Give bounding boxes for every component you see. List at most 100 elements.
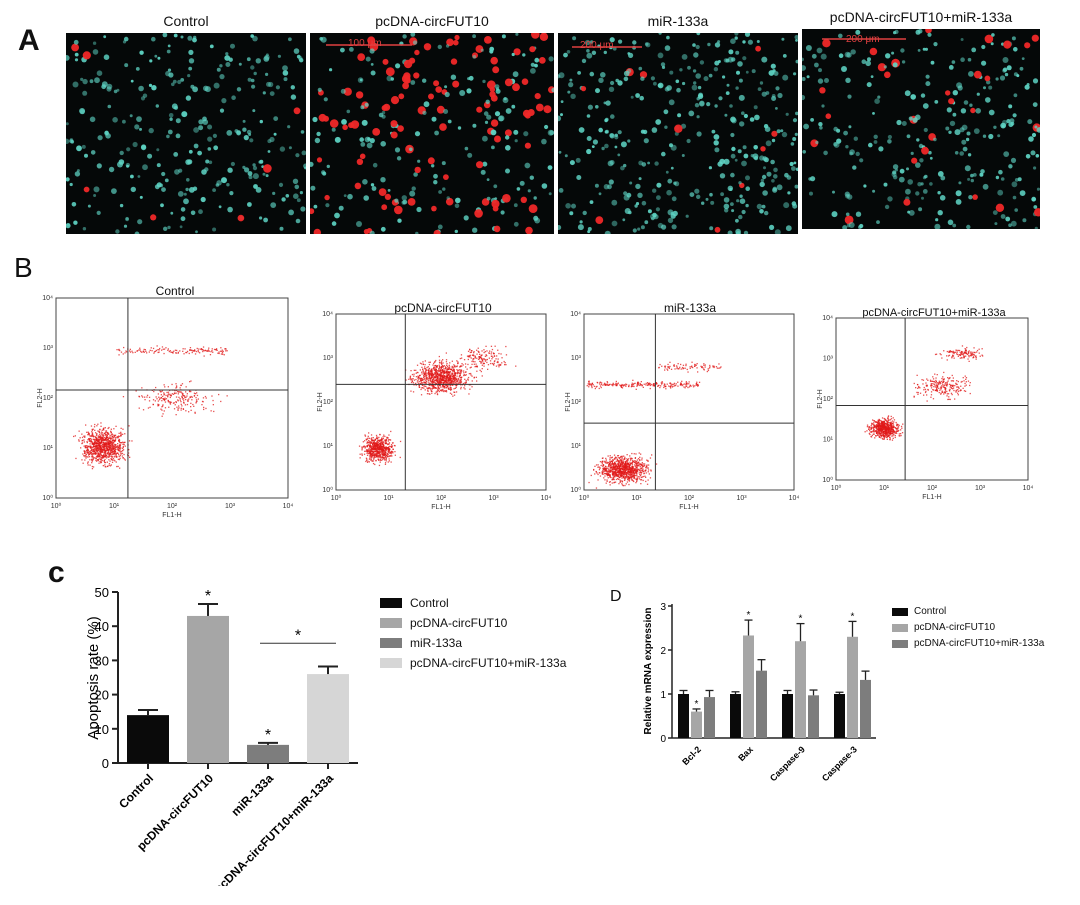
nucleus xyxy=(234,129,239,133)
apoptotic-nucleus xyxy=(525,226,533,234)
bar-caspase-3-series-0 xyxy=(834,694,845,738)
nucleus xyxy=(190,210,196,216)
nucleus xyxy=(464,146,469,151)
nucleus xyxy=(980,169,985,174)
nucleus xyxy=(551,87,554,93)
nucleus xyxy=(924,47,928,51)
nucleus xyxy=(299,58,304,63)
nucleus xyxy=(756,203,763,210)
nucleus xyxy=(397,218,402,223)
apoptotic-nucleus xyxy=(476,161,484,169)
nucleus xyxy=(163,226,168,231)
nucleus xyxy=(995,77,999,81)
nucleus xyxy=(630,95,634,99)
nucleus xyxy=(693,81,697,85)
nucleus xyxy=(192,86,198,93)
apoptotic-nucleus xyxy=(414,166,421,174)
nucleus xyxy=(387,189,391,192)
nucleus xyxy=(765,140,772,147)
nucleus xyxy=(360,105,365,110)
nucleus xyxy=(968,71,974,77)
apoptotic-nucleus xyxy=(639,71,648,79)
nucleus xyxy=(641,162,647,167)
apoptotic-nucleus xyxy=(436,105,445,114)
nucleus xyxy=(138,85,144,92)
apoptotic-nucleus xyxy=(313,228,321,234)
nucleus xyxy=(738,181,742,185)
nucleus xyxy=(668,99,675,106)
nucleus xyxy=(877,95,881,99)
nucleus xyxy=(922,47,926,51)
nucleus xyxy=(752,153,759,160)
nucleus xyxy=(694,188,700,194)
nucleus xyxy=(647,209,652,214)
nucleus xyxy=(82,78,88,85)
nucleus xyxy=(266,81,271,87)
x-tick-label: 10¹ xyxy=(383,495,394,502)
nucleus xyxy=(848,125,852,129)
nucleus xyxy=(965,137,970,142)
nucleus xyxy=(948,130,952,134)
nucleus xyxy=(76,145,82,152)
nucleus xyxy=(729,187,733,191)
nucleus xyxy=(484,120,489,124)
nucleus xyxy=(735,218,739,223)
nucleus xyxy=(325,203,330,208)
flow-title-control: Control xyxy=(155,284,195,298)
flow-frame xyxy=(55,297,289,499)
nucleus xyxy=(142,93,148,98)
nucleus xyxy=(833,142,838,147)
nucleus xyxy=(295,153,300,158)
nucleus xyxy=(188,58,195,64)
nucleus xyxy=(696,194,701,199)
nucleus xyxy=(720,192,724,197)
nucleus xyxy=(166,134,170,139)
nucleus xyxy=(1034,125,1038,129)
nucleus xyxy=(66,138,70,144)
nucleus xyxy=(615,78,619,83)
x-axis-label: FL1-H xyxy=(922,494,941,501)
nucleus xyxy=(498,115,504,122)
nucleus xyxy=(664,86,670,92)
nucleus xyxy=(761,174,767,180)
nucleus xyxy=(455,197,461,204)
y-axis-label: FL2-H xyxy=(817,389,824,408)
nucleus xyxy=(334,136,341,143)
nucleus xyxy=(410,80,416,85)
nucleus xyxy=(753,105,758,110)
y-axis-label: FL2-H xyxy=(37,388,44,407)
apoptotic-nucleus xyxy=(771,130,778,137)
nucleus xyxy=(810,118,814,122)
apoptotic-nucleus xyxy=(1031,34,1039,42)
nucleus xyxy=(845,145,849,149)
nucleus xyxy=(134,231,140,234)
nucleus xyxy=(1004,72,1009,77)
apoptotic-nucleus xyxy=(995,203,1005,212)
nucleus xyxy=(922,189,928,194)
apoptotic-nucleus xyxy=(433,229,441,234)
y-tick-label: 0 xyxy=(102,756,109,771)
nucleus xyxy=(725,91,730,95)
nucleus xyxy=(614,145,618,149)
nucleus xyxy=(188,49,194,55)
nucleus xyxy=(917,49,921,52)
nucleus xyxy=(390,77,394,81)
nucleus xyxy=(262,91,266,95)
y-tick-label: 10⁴ xyxy=(822,315,833,322)
nucleus xyxy=(208,160,213,165)
nucleus xyxy=(248,175,253,180)
nucleus xyxy=(1011,181,1018,188)
nucleus xyxy=(638,177,642,181)
nucleus xyxy=(908,116,913,121)
apoptotic-nucleus xyxy=(475,45,484,53)
apoptotic-nucleus xyxy=(427,157,435,165)
nucleus xyxy=(952,223,957,228)
nucleus xyxy=(842,225,848,229)
micrograph-mir133a-cells xyxy=(558,33,798,234)
nucleus xyxy=(563,52,568,58)
nucleus xyxy=(416,206,422,213)
nucleus xyxy=(225,52,229,56)
nucleus xyxy=(236,87,242,92)
nucleus xyxy=(783,202,790,209)
